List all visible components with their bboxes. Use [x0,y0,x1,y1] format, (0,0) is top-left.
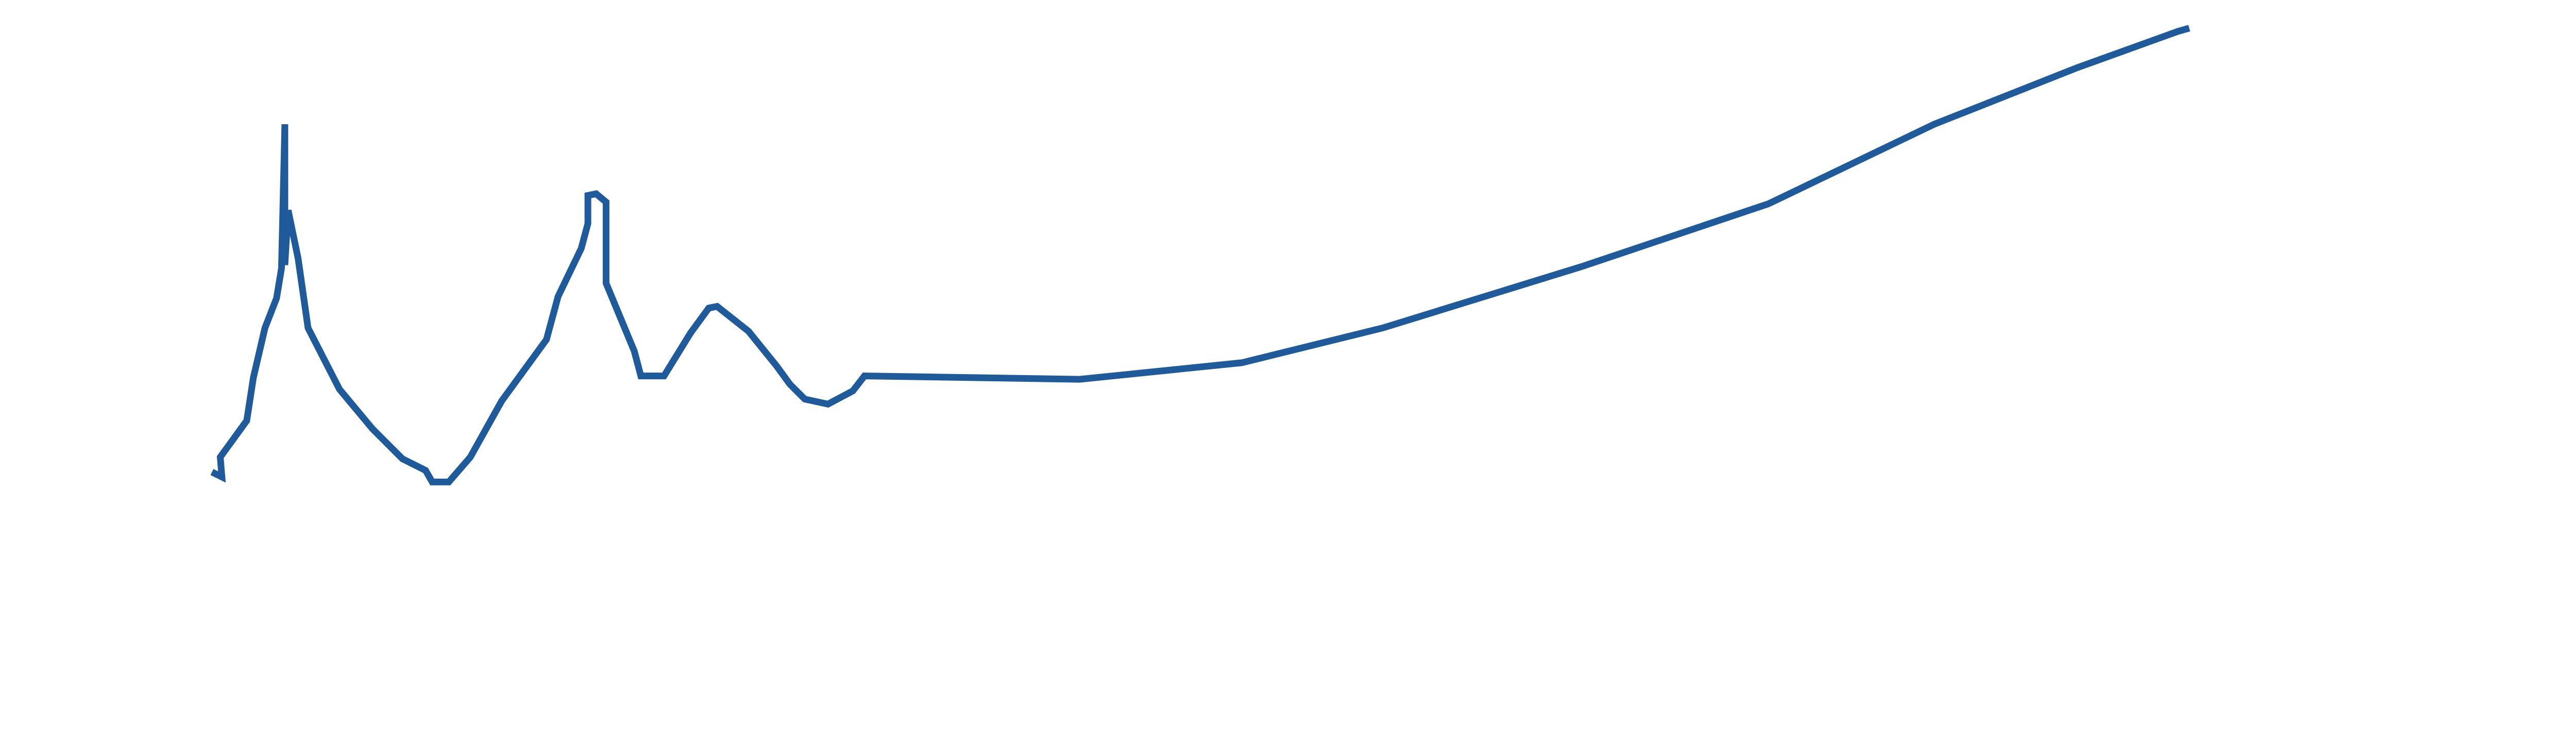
line [210,25,2191,485]
